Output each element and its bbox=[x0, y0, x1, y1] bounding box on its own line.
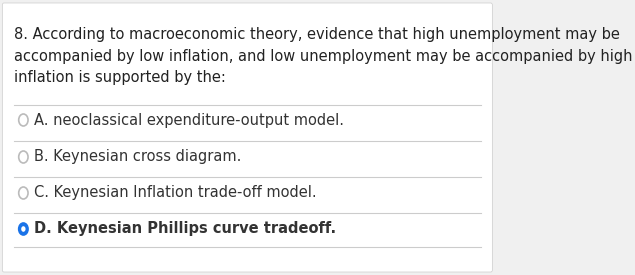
Circle shape bbox=[18, 223, 28, 235]
Circle shape bbox=[18, 151, 28, 163]
FancyBboxPatch shape bbox=[3, 3, 492, 272]
Text: 8. According to macroeconomic theory, evidence that high unemployment may be
acc: 8. According to macroeconomic theory, ev… bbox=[14, 27, 632, 85]
Text: C. Keynesian Inflation trade-off model.: C. Keynesian Inflation trade-off model. bbox=[34, 186, 317, 200]
Text: B. Keynesian cross diagram.: B. Keynesian cross diagram. bbox=[34, 150, 242, 164]
Circle shape bbox=[21, 226, 25, 232]
Circle shape bbox=[18, 114, 28, 126]
Text: A. neoclassical expenditure-output model.: A. neoclassical expenditure-output model… bbox=[34, 112, 344, 128]
Text: D. Keynesian Phillips curve tradeoff.: D. Keynesian Phillips curve tradeoff. bbox=[34, 221, 337, 236]
Circle shape bbox=[18, 187, 28, 199]
